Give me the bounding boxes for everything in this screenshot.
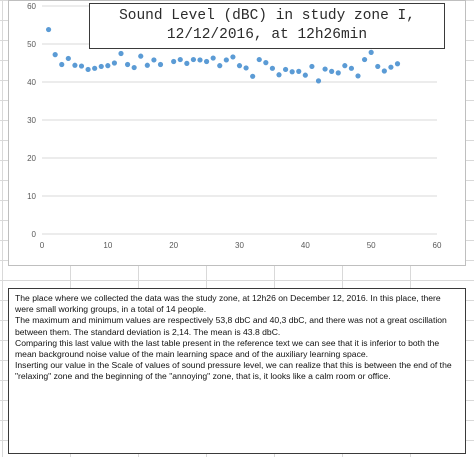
data-point [375, 63, 381, 70]
data-point [217, 63, 223, 69]
data-point [124, 61, 131, 68]
data-point [197, 57, 203, 63]
data-point [269, 65, 276, 71]
data-point [151, 57, 157, 63]
y-tick-label: 0 [32, 230, 37, 239]
description-text-box[interactable]: The place where we collected the data wa… [8, 288, 466, 454]
data-point [92, 65, 98, 71]
data-point [223, 57, 229, 63]
data-point [282, 66, 289, 73]
data-point [302, 72, 308, 78]
data-point [45, 26, 52, 33]
data-point [315, 78, 322, 84]
data-point [59, 61, 65, 68]
data-point [171, 58, 177, 65]
data-point [72, 62, 78, 68]
data-point [236, 63, 243, 69]
x-tick-label: 60 [433, 241, 442, 250]
description-paragraph-1: The place where we collected the data wa… [15, 293, 441, 315]
data-point [190, 56, 197, 63]
description-paragraph-4: Inserting our value in the Scale of valu… [15, 360, 452, 382]
data-point [118, 50, 124, 57]
data-point [256, 56, 262, 63]
data-point [263, 60, 269, 66]
data-point [65, 55, 71, 62]
data-point [329, 68, 335, 74]
x-tick-label: 20 [169, 241, 178, 250]
y-tick-label: 50 [27, 40, 36, 49]
data-point [335, 70, 341, 76]
data-point [322, 66, 328, 72]
x-tick-label: 40 [301, 241, 310, 250]
data-point [348, 65, 355, 71]
data-point [289, 69, 295, 75]
y-tick-label: 10 [27, 192, 36, 201]
data-point [105, 63, 111, 69]
x-tick-label: 50 [367, 241, 376, 250]
y-tick-label: 20 [27, 154, 36, 163]
data-point [388, 64, 394, 70]
data-point [394, 61, 401, 67]
data-point [309, 63, 315, 70]
data-point [361, 56, 368, 63]
data-point [250, 73, 256, 79]
data-point [52, 52, 58, 58]
data-point [184, 60, 190, 66]
x-tick-label: 0 [40, 241, 45, 250]
x-tick-label: 30 [235, 241, 244, 250]
data-point [131, 64, 137, 71]
y-tick-label: 40 [27, 78, 36, 87]
data-point [157, 61, 164, 68]
data-point [296, 68, 302, 74]
y-tick-label: 30 [27, 116, 36, 125]
chart-title-line-2: 12/12/2016, at 12h26min [166, 27, 368, 43]
description-paragraph-3: Comparing this last value with the last … [15, 337, 440, 360]
y-tick-label: 60 [27, 2, 36, 11]
chart-area[interactable]: 0 10 20 30 40 50 60 0 10 20 30 40 50 60 Sound Level (… [8, 0, 466, 266]
data-point [138, 53, 144, 59]
data-point [85, 66, 91, 73]
data-point [203, 58, 210, 65]
data-point [381, 68, 387, 74]
data-point [342, 63, 348, 69]
x-tick-label: 10 [103, 241, 112, 250]
data-point [111, 60, 118, 66]
chart-title-line-1: Sound Level (dBC) in study zone I, [119, 8, 415, 24]
data-point [177, 56, 183, 63]
data-point [144, 62, 150, 68]
data-point [230, 54, 236, 60]
data-point [243, 65, 249, 71]
data-point [355, 73, 361, 79]
data-point [78, 63, 85, 69]
data-point [210, 55, 216, 61]
data-point [368, 49, 374, 55]
chart-title-box[interactable]: Sound Level (dBC) in study zone I, 12/12… [89, 3, 445, 49]
description-paragraph-2: The maximum and minimum values are respe… [15, 315, 447, 337]
data-point [276, 72, 282, 78]
data-point [98, 63, 104, 70]
